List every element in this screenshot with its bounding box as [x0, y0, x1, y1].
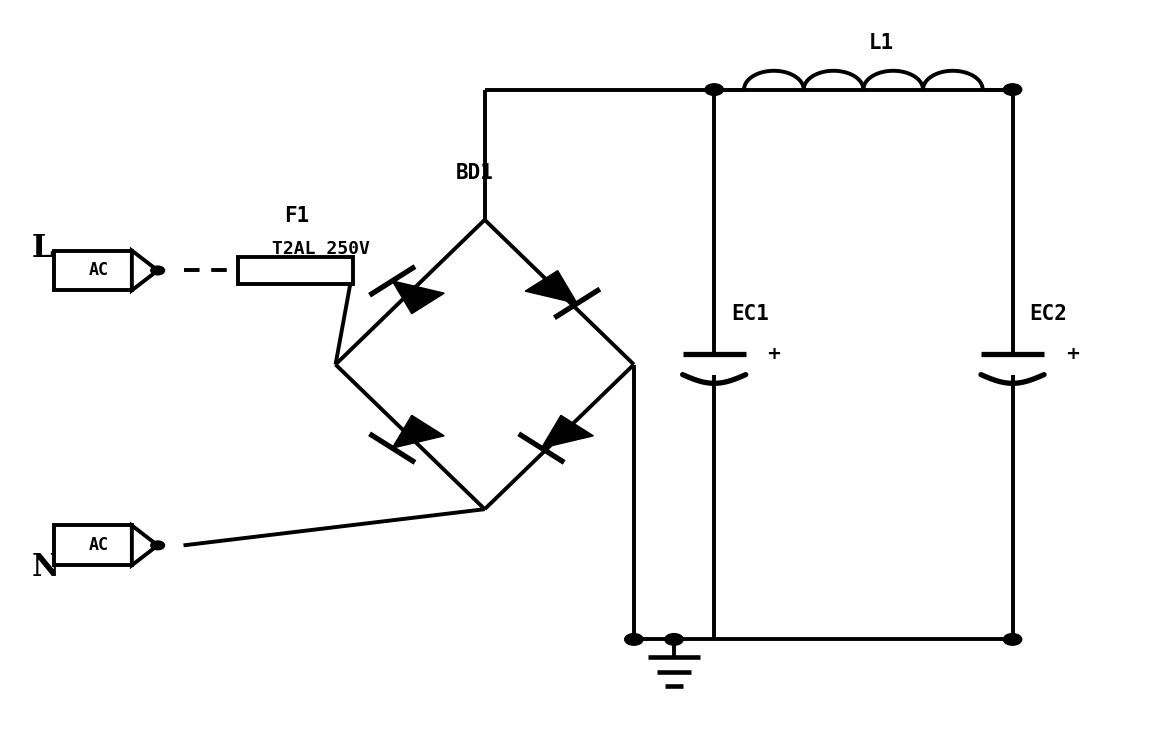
Text: AC: AC	[89, 537, 108, 554]
Text: +: +	[1064, 346, 1079, 363]
Polygon shape	[392, 281, 444, 313]
Text: BD1: BD1	[457, 163, 493, 183]
Circle shape	[151, 266, 165, 275]
Bar	[238, 257, 353, 284]
Polygon shape	[131, 251, 158, 290]
Text: L1: L1	[869, 33, 895, 52]
Text: F1: F1	[284, 206, 309, 226]
Circle shape	[151, 541, 165, 550]
Circle shape	[1003, 634, 1022, 645]
Bar	[54, 251, 131, 290]
Text: EC1: EC1	[731, 304, 769, 324]
Polygon shape	[542, 416, 594, 448]
Bar	[54, 526, 131, 565]
Text: AC: AC	[89, 262, 108, 279]
Text: T2AL 250V: T2AL 250V	[272, 240, 370, 258]
Circle shape	[665, 634, 684, 645]
Text: EC2: EC2	[1030, 304, 1068, 324]
Polygon shape	[526, 270, 578, 303]
Polygon shape	[392, 416, 444, 448]
Polygon shape	[131, 526, 158, 565]
Circle shape	[1003, 84, 1022, 95]
Text: N: N	[31, 552, 59, 582]
Text: +: +	[767, 346, 782, 363]
Circle shape	[625, 634, 643, 645]
Circle shape	[704, 84, 723, 95]
Text: L: L	[31, 233, 53, 264]
